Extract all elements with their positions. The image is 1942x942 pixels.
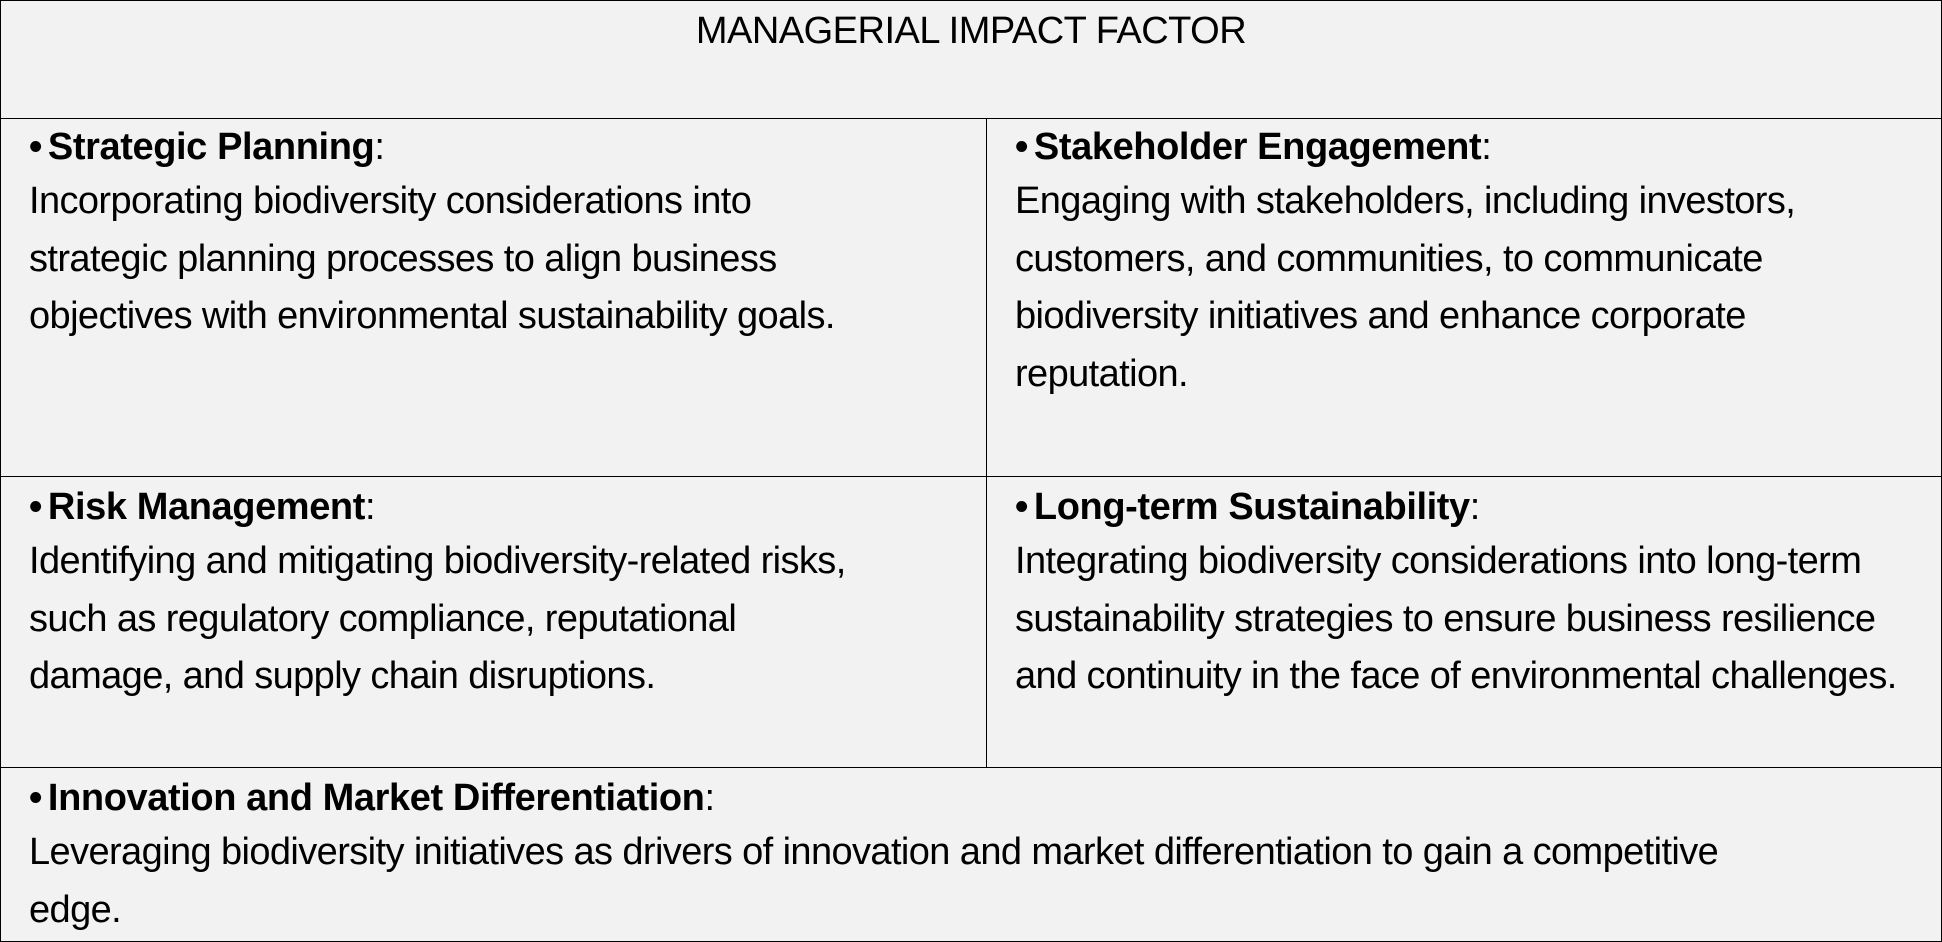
factor-heading: • Innovation and Market Differentiation: [29,772,1913,824]
factor-name: Strategic Planning [47,126,375,168]
factor-cell-long-term-sustainability: • Long-term Sustainability: Integrating b… [987,477,1941,768]
factor-heading: • Risk Management: [29,481,958,533]
factor-cell-strategic-planning: • Strategic Planning: Incorporating biodi… [1,119,987,477]
bullet-icon: • [29,486,42,528]
factor-description: Engaging with stakeholders, including in… [1015,180,1796,395]
factor-description: Leveraging biodiversity initiatives as d… [29,831,1719,931]
bullet-icon: • [1015,126,1028,168]
factor-colon: : [704,777,716,819]
factor-colon: : [1481,126,1492,168]
factor-cell-stakeholder-engagement: • Stakeholder Engagement: Engaging with s… [987,119,1941,477]
factor-heading: • Stakeholder Engagement: [1015,121,1913,173]
factor-colon: : [365,486,376,528]
factor-heading: • Strategic Planning: [29,121,958,173]
factor-heading: • Long-term Sustainability: [1015,481,1913,533]
table-title: MANAGERIAL IMPACT FACTOR [695,10,1247,52]
factor-cell-risk-management: • Risk Management: Identifying and mitiga… [1,477,987,768]
factor-name: Stakeholder Engagement [1033,126,1482,168]
factor-name: Innovation and Market Differentiation [47,777,705,819]
factor-description: Incorporating biodiversity consideration… [29,180,835,337]
table-header-cell: MANAGERIAL IMPACT FACTOR [1,1,1941,119]
bullet-icon: • [1015,486,1028,528]
factor-colon: : [374,126,385,168]
factor-name: Long-term Sustainability [1033,486,1470,528]
factor-name: Risk Management [47,486,365,528]
bullet-icon: • [29,126,42,168]
factor-colon: : [1469,486,1481,528]
factor-description: Identifying and mitigating biodiversity-… [29,540,846,697]
bullet-icon: • [29,777,42,819]
factor-description: Integrating biodiversity considerations … [1015,540,1897,697]
factor-cell-innovation: • Innovation and Market Differentiation: … [1,768,1941,941]
